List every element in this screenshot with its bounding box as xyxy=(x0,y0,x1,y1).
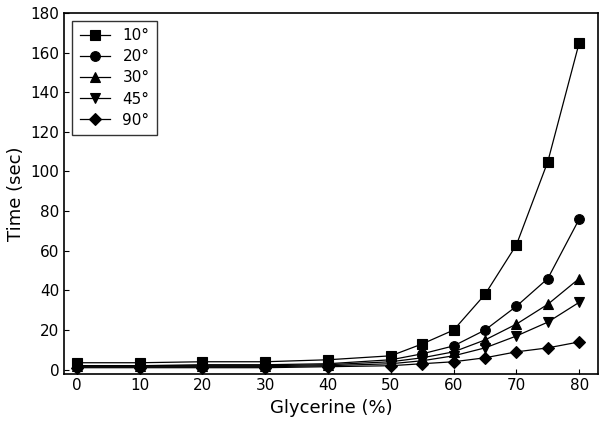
30° xyxy=(513,321,520,326)
30° xyxy=(450,349,457,354)
90° xyxy=(136,365,143,370)
90° xyxy=(73,365,80,370)
10° xyxy=(199,359,206,364)
10° xyxy=(387,353,394,358)
Line: 45°: 45° xyxy=(72,297,584,371)
45° xyxy=(419,358,426,363)
Line: 20°: 20° xyxy=(72,214,584,371)
45° xyxy=(544,320,551,325)
45° xyxy=(482,345,489,350)
30° xyxy=(136,363,143,368)
90° xyxy=(544,345,551,350)
30° xyxy=(73,363,80,368)
30° xyxy=(387,359,394,364)
45° xyxy=(575,300,583,305)
Line: 90°: 90° xyxy=(73,338,583,372)
20° xyxy=(513,304,520,309)
20° xyxy=(544,276,551,281)
45° xyxy=(450,353,457,358)
45° xyxy=(324,363,332,368)
10° xyxy=(513,242,520,247)
20° xyxy=(73,363,80,368)
90° xyxy=(513,349,520,354)
30° xyxy=(199,363,206,368)
10° xyxy=(136,360,143,365)
45° xyxy=(513,333,520,338)
10° xyxy=(261,359,269,364)
20° xyxy=(387,357,394,363)
Line: 30°: 30° xyxy=(72,273,584,371)
30° xyxy=(575,276,583,281)
X-axis label: Glycerine (%): Glycerine (%) xyxy=(270,399,393,417)
10° xyxy=(450,327,457,332)
Y-axis label: Time (sec): Time (sec) xyxy=(7,146,25,240)
20° xyxy=(199,362,206,367)
20° xyxy=(450,343,457,349)
30° xyxy=(324,362,332,367)
10° xyxy=(544,159,551,164)
20° xyxy=(324,361,332,366)
90° xyxy=(450,359,457,364)
90° xyxy=(324,364,332,369)
90° xyxy=(261,365,269,370)
Line: 10°: 10° xyxy=(72,38,584,368)
45° xyxy=(261,364,269,369)
90° xyxy=(575,339,583,344)
10° xyxy=(575,40,583,45)
10° xyxy=(324,357,332,363)
30° xyxy=(261,363,269,368)
20° xyxy=(136,363,143,368)
90° xyxy=(387,363,394,368)
45° xyxy=(136,364,143,369)
45° xyxy=(199,364,206,369)
20° xyxy=(575,217,583,222)
90° xyxy=(419,361,426,366)
20° xyxy=(482,327,489,332)
30° xyxy=(482,338,489,343)
Legend: 10°, 20°, 30°, 45°, 90°: 10°, 20°, 30°, 45°, 90° xyxy=(72,21,157,135)
30° xyxy=(544,302,551,307)
90° xyxy=(482,355,489,360)
30° xyxy=(419,355,426,360)
20° xyxy=(419,351,426,356)
45° xyxy=(387,361,394,366)
90° xyxy=(199,365,206,370)
20° xyxy=(261,362,269,367)
10° xyxy=(482,292,489,297)
10° xyxy=(73,360,80,365)
45° xyxy=(73,364,80,369)
10° xyxy=(419,341,426,346)
